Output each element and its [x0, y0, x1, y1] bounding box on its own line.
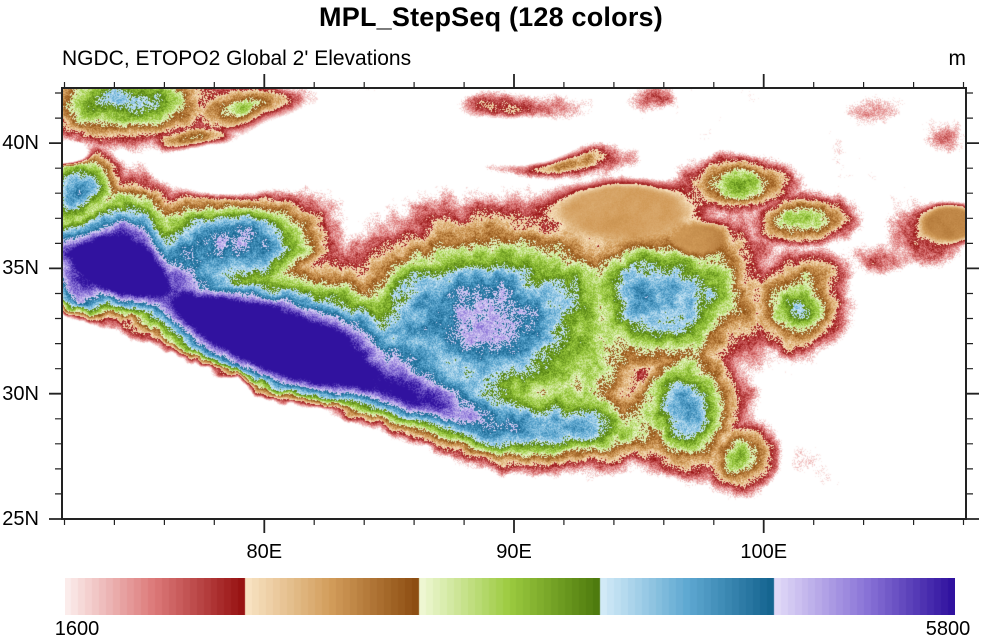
x-tick-label: 90E — [496, 541, 532, 563]
colorbar-max-label: 5800 — [925, 618, 971, 640]
y-tick-label: 25N — [2, 508, 39, 530]
y-tick-label: 35N — [2, 257, 39, 280]
x-tick-label: 100E — [740, 541, 788, 563]
units-label: m — [948, 47, 967, 70]
y-tick-label: 30N — [2, 382, 39, 405]
elevation-map-raster — [62, 88, 966, 519]
figure-subtitle: NGDC, ETOPO2 Global 2' Elevations — [62, 47, 412, 70]
colorbar — [65, 578, 955, 615]
y-tick-label: 40N — [2, 132, 39, 155]
x-tick-label: 80E — [246, 541, 283, 563]
colorbar-min-label: 1600 — [54, 618, 100, 640]
figure-title: MPL_StepSeq (128 colors) — [319, 2, 663, 32]
